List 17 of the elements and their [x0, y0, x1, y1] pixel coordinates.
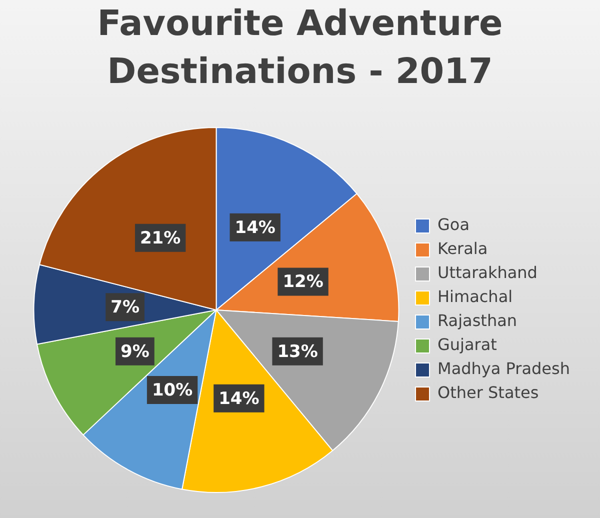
legend-label: Kerala — [438, 239, 488, 258]
data-label: 21% — [140, 228, 181, 248]
data-label: 7% — [110, 298, 140, 318]
legend-label: Goa — [438, 215, 470, 234]
legend-label: Uttarakhand — [438, 263, 538, 282]
data-label: 12% — [282, 272, 324, 292]
legend-label: Gujarat — [438, 335, 497, 354]
data-label: 14% — [218, 388, 260, 409]
legend-label: Madhya Pradesh — [438, 359, 570, 378]
legend-label: Rajasthan — [438, 311, 518, 330]
chart-title: Favourite Adventure Destinations - 2017 — [96, 3, 504, 94]
legend-label: Other States — [438, 383, 539, 402]
data-label: 10% — [152, 380, 193, 400]
data-label: 13% — [277, 342, 318, 362]
data-label: 14% — [234, 218, 276, 238]
data-label: 9% — [120, 342, 150, 362]
legend-label: Himachal — [438, 287, 513, 306]
